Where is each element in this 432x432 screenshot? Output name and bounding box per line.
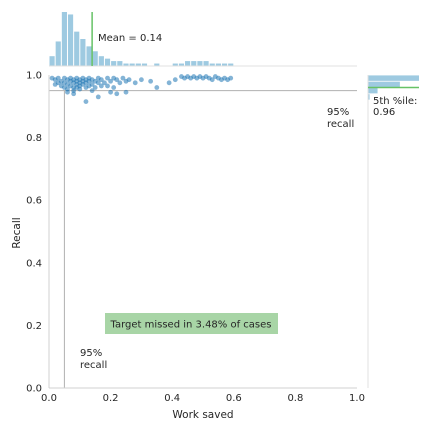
mean-label: Mean = 0.14 bbox=[98, 33, 162, 44]
x-hist-bar bbox=[104, 58, 111, 66]
percentile-label: 5th %ile: 0.96 bbox=[373, 96, 417, 118]
percentile-label-line: 0.96 bbox=[373, 107, 395, 118]
scatter-point bbox=[71, 91, 77, 97]
scatter-point bbox=[102, 80, 107, 86]
recall-annotation-bottom-line: 95% bbox=[80, 348, 102, 359]
scatter-point bbox=[95, 94, 101, 100]
scatter-point bbox=[114, 77, 120, 83]
scatter-point bbox=[139, 77, 144, 83]
y-tick-label: 0.8 bbox=[26, 133, 42, 144]
scatter-point bbox=[166, 80, 172, 86]
reference-lines bbox=[49, 90, 357, 388]
x-hist-bar bbox=[49, 56, 55, 66]
y-axis-label: Recall bbox=[11, 217, 23, 248]
x-hist-bar bbox=[203, 61, 209, 66]
x-hist-bar bbox=[117, 61, 123, 66]
y-hist-bar bbox=[368, 94, 370, 100]
x-tick-label: 0.6 bbox=[226, 393, 242, 404]
y-tick-label: 0.0 bbox=[26, 384, 42, 395]
x-tick-label: 0.0 bbox=[41, 393, 57, 404]
x-hist-bar bbox=[86, 46, 92, 66]
scatter-point bbox=[114, 91, 120, 97]
x-hist-bar bbox=[228, 63, 234, 66]
scatter-points bbox=[49, 74, 234, 105]
x-hist-bar bbox=[55, 41, 61, 66]
scatter-plot-area: 0.0 0.2 0.4 0.6 0.8 1.00.00.20.40.60.81.095% r… bbox=[26, 71, 365, 405]
x-hist-bar bbox=[61, 12, 67, 66]
scatter-point bbox=[123, 89, 129, 95]
x-hist-bar bbox=[197, 61, 203, 66]
y-tick-label: 0.6 bbox=[26, 196, 42, 207]
scatter-point bbox=[120, 75, 126, 81]
x-hist-bar bbox=[221, 63, 228, 66]
scatter-point bbox=[148, 78, 154, 84]
scatter-point bbox=[65, 89, 70, 95]
scatter-point bbox=[108, 78, 113, 84]
x-hist-bar bbox=[141, 63, 148, 66]
scatter-point bbox=[108, 89, 113, 95]
x-hist-bar bbox=[92, 51, 98, 66]
scatter-point bbox=[55, 75, 61, 81]
axes: 0.0 0.2 0.4 0.6 0.8 1.00.00.20.40.60.81.095% r… bbox=[26, 71, 365, 405]
scatter-point bbox=[154, 85, 160, 90]
scatter-point bbox=[89, 88, 95, 94]
scatter-point bbox=[209, 77, 215, 83]
y-tick-label: 0.2 bbox=[26, 321, 42, 332]
x-tick-label: 0.4 bbox=[164, 393, 180, 404]
scatter-point bbox=[89, 81, 95, 87]
y-tick-label: 0.4 bbox=[26, 258, 42, 269]
recall-marginal-histogram: 5th %ile: 0.96 bbox=[367, 75, 419, 388]
scatter-point bbox=[228, 75, 234, 81]
recall-annotation-bottom-line: recall bbox=[80, 360, 107, 371]
x-tick-label: 1.0 bbox=[349, 393, 365, 404]
scatter-point bbox=[95, 80, 101, 86]
x-hist-bar bbox=[178, 63, 185, 66]
scatter-point bbox=[83, 99, 89, 105]
recall-annotation-bottom: 95% recall bbox=[80, 348, 107, 371]
scatter-point bbox=[111, 85, 117, 90]
x-tick-label: 0.2 bbox=[103, 393, 119, 404]
x-hist-bar bbox=[185, 61, 191, 66]
scatter-point bbox=[77, 86, 83, 92]
x-tick-label: 0.8 bbox=[287, 393, 303, 404]
scatter-point bbox=[172, 77, 178, 83]
x-hist-bar bbox=[98, 56, 104, 66]
target-missed-label: Target missed in 3.48% of cases bbox=[110, 320, 272, 331]
x-hist-bar bbox=[129, 63, 135, 66]
recall-annotation-top-line: 95% bbox=[327, 107, 349, 118]
x-hist-bar bbox=[80, 39, 86, 66]
target-missed-box: Target missed in 3.48% of cases bbox=[105, 313, 278, 334]
scatter-point bbox=[105, 75, 110, 81]
recall-annotation-top-line: recall bbox=[327, 119, 354, 130]
x-hist-bar bbox=[191, 61, 197, 66]
scatter-point bbox=[117, 80, 123, 86]
recall-annotation-top: 95% recall bbox=[327, 107, 354, 130]
x-hist-bar bbox=[135, 63, 141, 66]
scatter-point bbox=[126, 77, 132, 83]
x-hist-bar bbox=[209, 63, 215, 66]
scatter-point bbox=[98, 83, 104, 89]
x-hist-bar bbox=[123, 63, 129, 66]
y-hist-bar bbox=[368, 75, 419, 81]
y-hist-bar bbox=[368, 81, 400, 88]
x-hist-bar bbox=[215, 63, 221, 66]
y-hist-bar bbox=[368, 87, 378, 94]
scatter-point bbox=[98, 77, 104, 83]
x-axis-label: Work saved bbox=[172, 409, 233, 421]
scatter-point bbox=[105, 83, 110, 89]
work-saved-marginal-histogram bbox=[49, 12, 357, 67]
percentile-label-line: 5th %ile: bbox=[373, 96, 417, 107]
x-hist-bar bbox=[111, 61, 117, 66]
x-hist-bar bbox=[74, 31, 80, 66]
scatter-point bbox=[92, 85, 98, 90]
y-tick-label: 1.0 bbox=[26, 71, 42, 82]
scatter-point bbox=[132, 80, 138, 86]
x-hist-bar bbox=[67, 14, 74, 67]
x-hist-bar bbox=[154, 63, 160, 66]
x-hist-bar bbox=[172, 63, 178, 66]
